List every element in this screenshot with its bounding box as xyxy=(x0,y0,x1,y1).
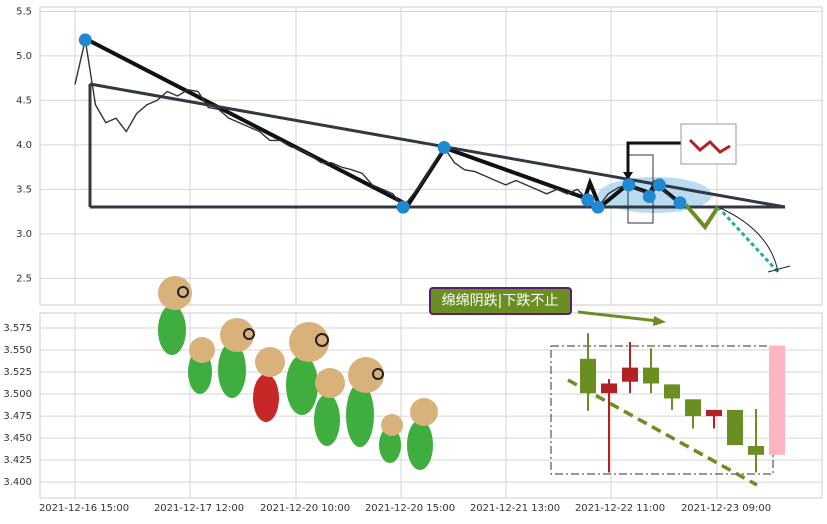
bottom-overlay xyxy=(429,287,774,487)
x-tick-label: 2021-12-23 09:00 xyxy=(681,503,771,514)
pivot-point xyxy=(396,200,410,214)
y-tick-label: 3.450 xyxy=(3,433,32,444)
annotation-arrow-head xyxy=(653,316,666,326)
pivot-point xyxy=(581,193,595,207)
dog xyxy=(379,414,403,463)
pivot-point xyxy=(652,178,666,192)
y-tick-label: 3.550 xyxy=(3,345,32,356)
candle-body xyxy=(601,383,617,394)
y-tick-label: 5.0 xyxy=(16,51,32,62)
candle-body xyxy=(685,399,701,417)
range-box xyxy=(550,345,774,475)
x-tick-label: 2021-12-17 12:00 xyxy=(154,503,244,514)
price-line xyxy=(74,39,681,209)
dog xyxy=(314,368,345,446)
dog xyxy=(286,322,329,415)
candle-body xyxy=(622,367,638,382)
y-tick-label: 3.525 xyxy=(3,367,32,378)
trend-line xyxy=(89,39,409,207)
y-tick-label: 4.0 xyxy=(16,140,32,151)
pivot-point xyxy=(673,196,687,210)
annotation-arrow xyxy=(577,310,659,323)
x-tick-label: 2021-12-16 15:00 xyxy=(39,503,129,514)
projection xyxy=(716,205,780,274)
dog xyxy=(253,347,285,422)
pivot-point xyxy=(591,200,605,214)
projection-arc xyxy=(717,206,779,273)
candle-body xyxy=(727,409,743,446)
dog xyxy=(346,357,384,447)
pivot-point xyxy=(622,178,636,192)
dog xyxy=(407,398,438,470)
dog xyxy=(158,276,192,355)
x-tick-label: 2021-12-21 13:00 xyxy=(470,503,560,514)
candle-body xyxy=(580,358,596,394)
down-trend xyxy=(567,378,758,487)
y-tick-label: 3.575 xyxy=(3,323,32,334)
y-tick-label: 4.5 xyxy=(16,95,32,106)
annotation-box xyxy=(429,287,572,315)
y-tick-label: 3.425 xyxy=(3,455,32,466)
zigzag xyxy=(684,203,720,231)
y-tick-label: 3.0 xyxy=(16,229,32,240)
dog xyxy=(188,337,215,394)
y-tick-label: 3.5 xyxy=(16,184,32,195)
candle-body xyxy=(769,345,785,455)
candle-body xyxy=(748,446,764,455)
x-tick-label: 2021-12-20 15:00 xyxy=(365,503,455,514)
arrow-head xyxy=(623,172,633,180)
y-tick-label: 5.5 xyxy=(16,6,32,17)
candle-body xyxy=(664,384,680,399)
x-tick-label: 2021-12-20 10:00 xyxy=(260,503,350,514)
pivot-point xyxy=(437,141,451,155)
candle-body xyxy=(706,409,722,417)
y-tick-label: 3.475 xyxy=(3,411,32,422)
arrow xyxy=(626,141,681,175)
y-tick-label: 3.500 xyxy=(3,389,32,400)
annotation-text: 绵绵阴跌|下跌不止 xyxy=(442,292,559,309)
pivot-point xyxy=(642,189,656,203)
y-tick-label: 3.400 xyxy=(3,477,32,488)
y-tick-label: 2.5 xyxy=(16,273,32,284)
projection-tick xyxy=(767,265,791,273)
decoration xyxy=(158,276,438,470)
thumbnail-art xyxy=(688,138,731,154)
dog xyxy=(218,318,255,398)
x-tick-label: 2021-12-22 11:00 xyxy=(575,503,665,514)
pivot-point xyxy=(78,33,92,47)
trend-line xyxy=(444,146,586,200)
candle-body xyxy=(643,367,659,384)
